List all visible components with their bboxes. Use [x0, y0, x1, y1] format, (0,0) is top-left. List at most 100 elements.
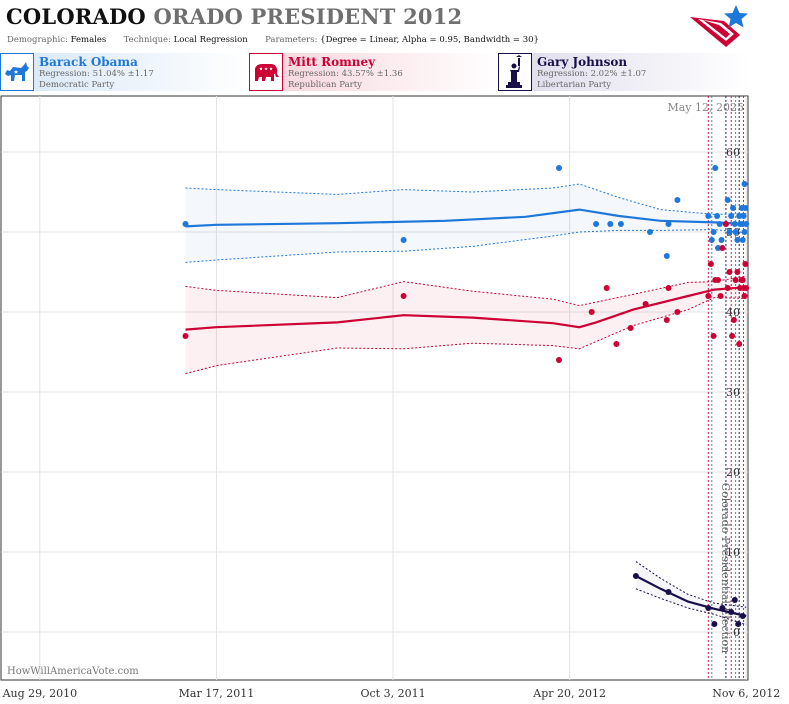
barack-obama-poll-point: [726, 229, 733, 235]
candidate-regression: Regression: 51.04% ±1.17: [39, 69, 154, 79]
y-tick-label: 40: [726, 306, 740, 319]
candidate-party: Republican Party: [288, 80, 362, 90]
barack-obama-poll-point: [400, 237, 407, 243]
barack-obama-poll-point: [705, 213, 712, 219]
y-tick-label: 30: [726, 386, 740, 399]
plot-area: [0, 95, 749, 681]
demographic-value: Females: [70, 35, 107, 45]
candidate-name: Mitt Romney: [288, 55, 376, 69]
mitt-romney-poll-point: [726, 269, 733, 275]
y-tick-label: 20: [726, 466, 740, 479]
title-race: ORADO PRESIDENT 2012: [153, 4, 463, 29]
mitt-romney-poll-point: [710, 333, 717, 339]
barack-obama-band-upper: [185, 183, 747, 215]
barack-obama-poll-point: [732, 229, 739, 235]
mitt-romney-poll-point: [722, 221, 729, 227]
barack-obama-poll-point: [716, 221, 723, 227]
gary-johnson-poll-point: [739, 613, 746, 619]
barack-obama-poll-point: [718, 237, 725, 243]
mitt-romney-poll-point: [717, 293, 724, 299]
barack-obama-poll-point: [593, 221, 600, 227]
y-tick-label: 10: [726, 546, 740, 559]
barack-obama-poll-point: [736, 213, 743, 219]
site-logo-icon: [690, 5, 748, 47]
title-state: COLORADO: [6, 4, 146, 29]
candidate-regression: Regression: 2.02% ±1.07: [537, 69, 647, 79]
gary-johnson-poll-point: [719, 605, 726, 611]
y-tick-label: 0: [733, 626, 740, 639]
barack-obama-poll-point: [741, 229, 748, 235]
donkey-icon: [0, 53, 34, 91]
mitt-romney-poll-point: [707, 261, 714, 267]
barack-obama-poll-point: [712, 165, 719, 171]
barack-obama-poll-point: [728, 213, 735, 219]
barack-obama-poll-point: [731, 221, 738, 227]
mitt-romney-poll-point: [724, 285, 731, 291]
mitt-romney-poll-point: [642, 301, 649, 307]
mitt-romney-poll-point: [603, 285, 610, 291]
gary-johnson-trend-line: [635, 575, 747, 618]
mitt-romney-poll-point: [715, 277, 721, 283]
mitt-romney-poll-point: [663, 317, 670, 323]
gary-johnson-poll-point: [711, 621, 718, 627]
gary-johnson-poll-point: [632, 573, 639, 579]
barack-obama-band-lower: [185, 229, 747, 263]
barack-obama-poll-point: [734, 237, 741, 243]
mitt-romney-band-lower: [185, 297, 747, 375]
barack-obama-poll-point: [714, 213, 721, 219]
mitt-romney-poll-point: [588, 309, 595, 315]
candidate-regression: Regression: 43.57% ±1.36: [288, 69, 403, 79]
mitt-romney-poll-point: [736, 341, 743, 347]
mitt-romney-poll-point: [665, 285, 672, 291]
barack-obama-trend-line: [185, 208, 747, 228]
x-tick-label: Apr 20, 2012: [532, 687, 606, 700]
mitt-romney-poll-point: [732, 277, 739, 283]
barack-obama-poll-point: [665, 221, 672, 227]
mitt-romney-poll-point: [556, 357, 562, 363]
parameters-line: Demographic: Females Technique: Local Re…: [7, 35, 539, 45]
x-tick-label: Oct 3, 2011: [360, 687, 425, 700]
candidate-party: Libertarian Party: [537, 80, 612, 90]
demographic-label: Demographic:: [7, 35, 68, 45]
barack-obama-poll-point: [710, 229, 717, 235]
barack-obama-poll-point: [730, 205, 736, 211]
chart-title: COLORADO ORADO PRESIDENT 2012: [6, 4, 462, 29]
barack-obama-poll-point: [674, 197, 681, 203]
mitt-romney-poll-point: [734, 269, 741, 275]
mitt-romney-poll-point: [613, 341, 620, 347]
barack-obama-poll-point: [724, 197, 731, 203]
mitt-romney-poll-point: [730, 317, 737, 323]
mitt-romney-poll-point: [705, 293, 712, 299]
barack-obama-poll-point: [742, 205, 749, 211]
gary-johnson-poll-point: [705, 605, 712, 611]
candidate-name: Barack Obama: [39, 55, 138, 69]
mitt-romney-band-upper: [185, 275, 747, 307]
barack-obama-poll-point: [741, 181, 748, 187]
mitt-romney-trend-line: [185, 286, 747, 331]
mitt-romney-poll-point: [400, 293, 407, 299]
date-label: May 12, 2025: [667, 101, 744, 114]
barack-obama-poll-point: [740, 213, 747, 219]
candidate-johnson: Gary Johnson Regression: 2.02% ±1.07 Lib…: [498, 53, 748, 91]
mitt-romney-poll-point: [739, 277, 746, 283]
barack-obama-poll-point: [739, 237, 746, 243]
mitt-romney-poll-point: [674, 309, 681, 315]
elephant-icon: [249, 53, 283, 91]
candidate-obama: Barack Obama Regression: 51.04% ±1.17 De…: [0, 53, 250, 91]
mitt-romney-poll-point: [742, 261, 749, 267]
mitt-romney-poll-point: [741, 293, 748, 299]
gary-johnson-band-lower: [635, 588, 747, 626]
technique-value: Local Regression: [173, 35, 248, 45]
mitt-romney-poll-point: [182, 333, 189, 339]
barack-obama-poll-point: [663, 253, 670, 259]
x-tick-label: Mar 17, 2011: [179, 687, 255, 700]
barack-obama-confidence-band: [185, 184, 747, 263]
watermark: HowWillAmericaVote.com: [7, 666, 139, 677]
barack-obama-poll-point: [715, 245, 721, 251]
candidate-name: Gary Johnson: [537, 55, 628, 69]
barack-obama-poll-point: [607, 221, 614, 227]
barack-obama-poll-point: [647, 229, 653, 235]
y-tick-label: 60: [726, 146, 740, 159]
mitt-romney-poll-point: [729, 333, 736, 339]
